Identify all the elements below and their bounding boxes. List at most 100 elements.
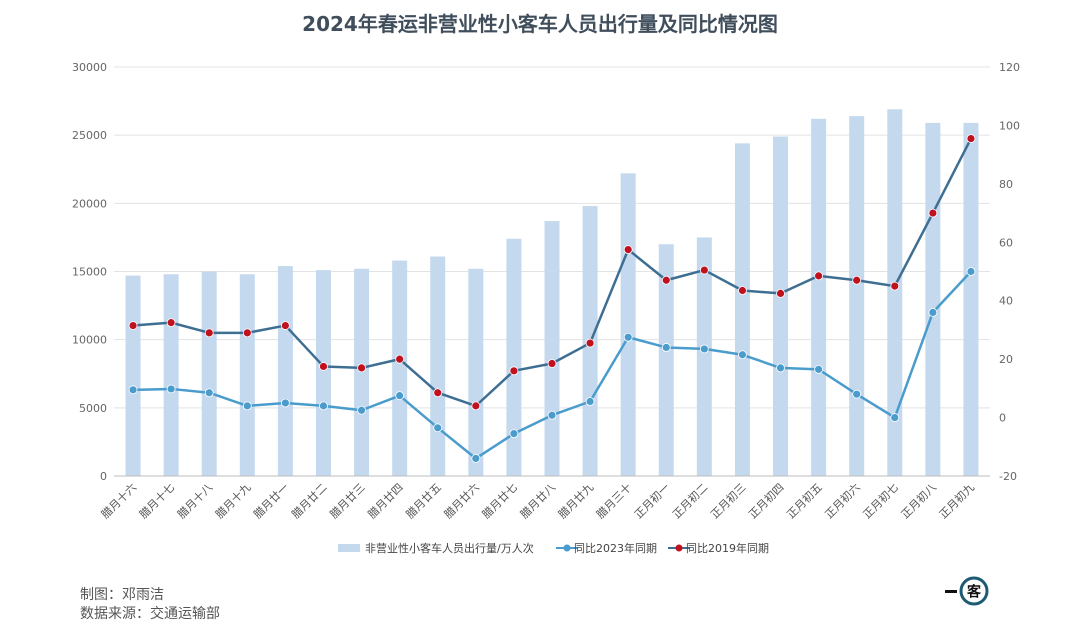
right-axis-tick-label: 0 — [999, 412, 1006, 425]
bar — [658, 244, 674, 476]
point-2019 — [928, 208, 938, 218]
bar — [506, 238, 522, 476]
point-2023 — [280, 398, 290, 408]
point-2023 — [433, 423, 443, 433]
legend-label-2023: 同比2023年同期 — [574, 541, 657, 555]
x-tick-label: 腊月廿三 — [327, 481, 367, 521]
point-2023 — [357, 405, 366, 415]
point-2019 — [585, 338, 595, 348]
bar — [849, 116, 865, 476]
point-2023 — [623, 332, 633, 342]
right-axis-tick-label: 120 — [999, 61, 1020, 74]
bar — [468, 268, 484, 476]
x-tick-label: 正月初五 — [784, 480, 825, 521]
x-tick-label: 腊月廿一 — [251, 481, 291, 521]
x-tick-label: 正月初三 — [708, 480, 749, 521]
point-2019 — [433, 388, 443, 398]
bar — [201, 271, 217, 476]
point-2023 — [699, 344, 709, 354]
bar — [696, 237, 712, 476]
bar — [125, 275, 141, 476]
right-axis-tick-label: 40 — [999, 295, 1013, 308]
x-tick-label: 正月初九 — [936, 480, 977, 521]
point-2023 — [395, 391, 405, 401]
x-tick-label: 腊月廿七 — [480, 481, 520, 521]
bar — [887, 109, 903, 476]
point-2023 — [966, 267, 976, 276]
point-2019 — [128, 321, 138, 330]
x-tick-label: 腊月廿四 — [365, 481, 405, 521]
bar — [163, 274, 179, 476]
point-2023 — [928, 307, 938, 317]
point-2023 — [890, 413, 900, 422]
point-2019 — [738, 286, 747, 295]
bar — [925, 122, 941, 476]
left-axis-tick-label: 15000 — [72, 266, 107, 279]
bar-series — [125, 109, 979, 476]
point-2019 — [966, 134, 976, 143]
bar — [239, 274, 255, 476]
legend-swatch-bar — [338, 544, 360, 552]
bar — [354, 268, 370, 476]
author-credit: 制图：邓雨洁 — [80, 587, 164, 603]
right-axis-tick-label: 100 — [999, 119, 1020, 132]
point-2023 — [204, 388, 214, 398]
logo-icon: 客 — [945, 576, 989, 606]
point-2019 — [623, 245, 633, 254]
point-2019 — [395, 354, 405, 364]
point-2023 — [319, 401, 328, 411]
bar — [315, 270, 331, 476]
right-axis-tick-label: 60 — [999, 236, 1013, 249]
right-axis-tick-label: -20 — [999, 470, 1017, 483]
right-axis-tick-label: 80 — [999, 178, 1013, 191]
x-tick-label: 腊月廿九 — [556, 481, 596, 521]
point-2019 — [547, 359, 557, 368]
x-tick-label: 腊月十八 — [174, 480, 215, 521]
point-2019 — [357, 363, 366, 373]
point-2019 — [890, 281, 900, 291]
x-tick-label: 正月初八 — [898, 480, 939, 521]
point-2019 — [814, 271, 824, 281]
bar — [392, 260, 408, 476]
point-2019 — [699, 265, 709, 275]
left-axis-tick-label: 5000 — [79, 402, 107, 415]
point-2019 — [166, 318, 176, 328]
point-2023 — [166, 384, 176, 394]
point-2019 — [471, 401, 481, 411]
x-tick-label: 正月初四 — [746, 480, 787, 521]
point-2019 — [509, 366, 519, 376]
x-tick-label: 腊月十六 — [98, 480, 139, 521]
point-2019 — [280, 321, 290, 330]
x-tick-label: 腊月十七 — [136, 480, 177, 521]
x-tick-label: 腊月廿五 — [404, 481, 444, 521]
left-axis-tick-label: 0 — [100, 470, 107, 483]
point-2023 — [128, 385, 138, 395]
svg-text:客: 客 — [966, 584, 982, 601]
point-2019 — [776, 289, 785, 298]
x-tick-label: 腊月廿六 — [442, 481, 482, 521]
legend-marker-2023 — [563, 544, 571, 552]
point-2023 — [585, 397, 595, 406]
x-tick-label: 腊月三十 — [593, 480, 634, 521]
x-tick-label: 正月初七 — [860, 480, 901, 521]
line-series — [128, 134, 976, 463]
point-2019 — [204, 328, 214, 338]
left-axis-tick-label: 25000 — [72, 129, 107, 142]
bar — [734, 143, 750, 476]
x-tick-label: 腊月十九 — [212, 480, 253, 521]
point-2019 — [242, 328, 252, 338]
point-2023 — [509, 429, 519, 439]
point-2023 — [852, 389, 862, 399]
legend-label-bar: 非营业性小客车人员出行量/万人次 — [365, 541, 534, 555]
right-axis-tick-label: 20 — [999, 353, 1013, 366]
source-credit: 数据来源：交通运输部 — [80, 606, 220, 622]
bar — [277, 266, 293, 476]
point-2023 — [471, 454, 481, 463]
x-tick-label: 正月初二 — [669, 480, 710, 521]
x-tick-label: 腊月廿八 — [518, 481, 558, 521]
bar — [620, 173, 636, 476]
point-2023 — [814, 364, 824, 374]
point-2023 — [776, 363, 785, 373]
point-2023 — [242, 401, 252, 411]
